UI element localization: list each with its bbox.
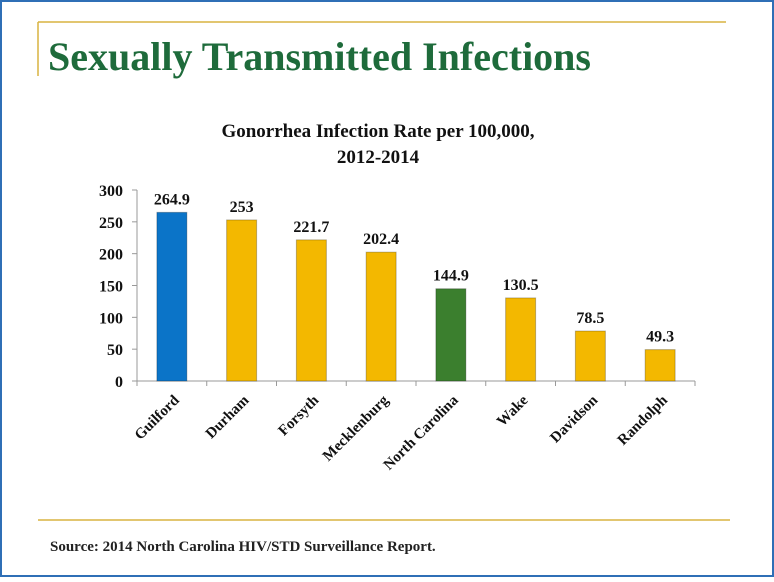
bar	[435, 288, 467, 382]
source-note: Source: 2014 North Carolina HIV/STD Surv…	[50, 539, 436, 555]
bar	[226, 219, 258, 382]
bar	[156, 211, 188, 382]
slide-title: Sexually Transmitted Infections	[48, 34, 591, 79]
y-tick-label: 300	[99, 183, 123, 200]
data-label: 130.5	[503, 277, 539, 294]
y-tick-label: 50	[107, 342, 123, 359]
bar	[505, 297, 537, 382]
bar	[295, 239, 327, 382]
data-label: 202.4	[363, 231, 399, 248]
y-tick-label: 200	[99, 247, 123, 264]
chart-title: Gonorrhea Infection Rate per 100,000,	[221, 121, 534, 142]
chart-title: 2012-2014	[337, 147, 420, 168]
data-label: 264.9	[154, 191, 190, 208]
data-label: 78.5	[576, 310, 604, 327]
y-tick-label: 0	[115, 374, 123, 391]
bar	[574, 330, 606, 382]
data-label: 49.3	[646, 329, 674, 346]
y-tick-label: 150	[99, 279, 123, 296]
data-label: 221.7	[293, 219, 329, 236]
bar	[365, 251, 397, 382]
data-label: 253	[230, 199, 254, 216]
y-tick-label: 250	[99, 215, 123, 232]
data-label: 144.9	[433, 268, 469, 285]
bar	[644, 349, 676, 382]
y-tick-label: 100	[99, 310, 123, 327]
